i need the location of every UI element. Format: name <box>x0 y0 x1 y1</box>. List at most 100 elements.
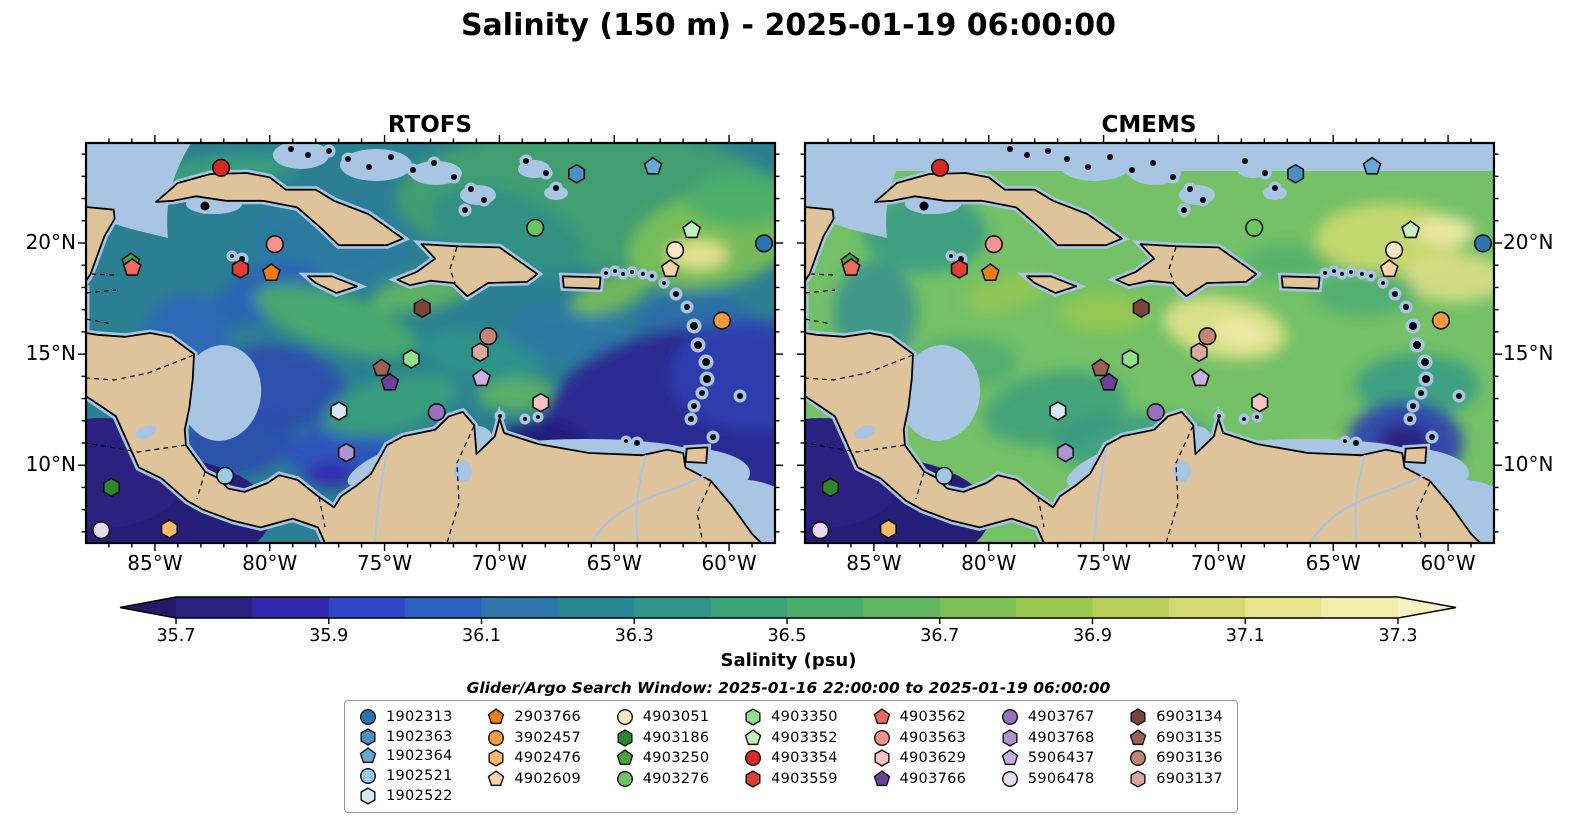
float-marker-4903051 <box>1384 241 1404 260</box>
legend-marker-4903276 <box>616 770 633 787</box>
pentagon-marker-icon <box>488 770 505 786</box>
legend-item-4903563: 4903563 <box>873 728 967 749</box>
hexagon-marker-icon <box>873 749 890 767</box>
x-tick-label-cmems: 60°W <box>1420 551 1476 575</box>
float-marker-6903137 <box>1190 342 1208 363</box>
legend-marker-6903135 <box>1129 729 1147 745</box>
legend-item-1902363: 1902363 <box>359 727 453 747</box>
legend-column: 4903350 4903352 4903354 4903559 <box>744 707 838 806</box>
float-markers-rtofs <box>92 156 774 540</box>
legend-label: 6903134 <box>1156 709 1223 726</box>
legend-item-4902609: 4902609 <box>487 769 581 790</box>
map-cmems <box>797 135 1502 551</box>
legend-item-4903559: 4903559 <box>744 769 838 790</box>
colorbar-band <box>481 597 559 618</box>
legend-marker-1902521 <box>359 768 377 785</box>
x-tick-label-rtofs: 60°W <box>701 551 757 575</box>
legend-label: 5906437 <box>1027 750 1095 767</box>
colorbar-tick-label: 37.1 <box>1225 626 1265 646</box>
float-marker-4902609 <box>660 259 680 278</box>
float-marker-4903559 <box>950 259 968 279</box>
float-marker-4902476 <box>879 519 897 539</box>
colorbar-band <box>328 597 406 618</box>
float-marker-4903051 <box>665 241 685 260</box>
hexagon-marker-icon <box>488 749 504 767</box>
legend-marker-4903563 <box>873 729 890 746</box>
colorbar-band <box>710 597 788 618</box>
legend-column: 4903051 4903186 4903250 4903276 <box>616 707 710 806</box>
legend-item-5906478: 5906478 <box>1001 769 1095 790</box>
float-marker-4903352 <box>1401 220 1421 239</box>
panel-title-rtofs: RTOFS <box>387 112 473 138</box>
legend-box: 1902313 1902363 1902364 1902521 1902522 29037… <box>344 700 1238 813</box>
circle-marker-icon <box>1001 709 1018 726</box>
pentagon-marker-icon <box>616 749 634 766</box>
legend-label: 1902313 <box>386 708 453 725</box>
legend-item-1902522: 1902522 <box>359 786 453 806</box>
legend-item-5906437: 5906437 <box>1001 748 1095 769</box>
colorbar-tick-label: 35.9 <box>309 626 349 646</box>
float-marker-4903354 <box>930 158 950 177</box>
legend-label: 4903562 <box>899 709 967 726</box>
circle-marker-icon <box>488 729 505 746</box>
float-marker-4903562 <box>122 257 142 276</box>
legend-column: 4903562 4903563 4903629 4903766 <box>873 707 967 806</box>
colorbar-band <box>252 597 330 618</box>
circle-marker-icon <box>359 708 377 725</box>
map-svg-rtofs <box>78 135 783 551</box>
float-marker-4903767 <box>427 403 446 422</box>
map-rtofs <box>78 135 783 551</box>
pentagon-marker-icon <box>1129 729 1147 745</box>
legend-marker-6903136 <box>1130 750 1147 767</box>
float-marker-6903135 <box>1091 358 1111 377</box>
float-marker-4903768 <box>337 442 356 463</box>
legend-item-4903768: 4903768 <box>1001 728 1095 749</box>
legend-marker-4903051 <box>616 709 633 726</box>
legend-label: 3902457 <box>514 729 582 746</box>
legend-marker-5906478 <box>1001 770 1018 787</box>
float-marker-1902364 <box>1362 156 1382 175</box>
float-marker-4903767 <box>1146 403 1165 422</box>
legend-marker-5906437 <box>1001 749 1019 766</box>
legend-marker-2903766 <box>488 708 505 725</box>
x-tick-label-rtofs: 85°W <box>127 551 183 575</box>
legend-item-4903766: 4903766 <box>873 769 967 790</box>
panel-title-cmems: CMEMS <box>1101 112 1197 138</box>
axis-ticks <box>78 135 783 551</box>
legend-label: 1902521 <box>386 768 453 785</box>
legend-marker-4902476 <box>488 749 504 767</box>
float-marker-4903629 <box>532 392 550 413</box>
legend-label: 1902522 <box>386 788 453 805</box>
colorbar-band <box>1245 597 1323 618</box>
float-marker-1902313 <box>754 234 774 253</box>
legend-label: 4902609 <box>514 770 582 787</box>
float-marker-1902364 <box>643 156 663 175</box>
legend-label: 6903136 <box>1156 750 1223 767</box>
float-marker-1902522 <box>1049 401 1067 421</box>
colorbar-tick-label: 36.9 <box>1073 626 1112 646</box>
figure-title: Salinity (150 m) - 2025-01-19 06:00:00 <box>460 8 1117 43</box>
float-marker-4903186 <box>102 477 121 498</box>
float-marker-4903276 <box>1245 218 1264 237</box>
legend-marker-4903354 <box>745 750 762 767</box>
legend-label: 4903563 <box>899 729 967 746</box>
float-marker-5906478 <box>811 521 830 540</box>
float-marker-3902457 <box>1431 311 1451 330</box>
hexagon-marker-icon <box>360 787 376 805</box>
legend-label: 1902363 <box>386 728 453 745</box>
legend-label: 4903629 <box>899 750 967 767</box>
float-marker-6903134 <box>413 298 431 319</box>
y-tick-label-right: 15°N <box>1503 341 1554 366</box>
legend-marker-4903768 <box>1002 729 1018 747</box>
colorbar-band <box>787 597 864 618</box>
legend-label: 4903354 <box>771 750 838 767</box>
legend-label: 1902364 <box>386 748 453 765</box>
legend-item-4903051: 4903051 <box>616 707 710 728</box>
colorbar-band <box>405 597 483 618</box>
legend-column: 2903766 3902457 4902476 4902609 <box>487 707 581 806</box>
circle-marker-icon <box>1130 750 1147 767</box>
legend-item-2903766: 2903766 <box>487 707 581 728</box>
x-tick-label-cmems: 75°W <box>1075 551 1132 575</box>
legend-column: 1902313 1902363 1902364 1902521 1902522 <box>359 707 453 806</box>
axis-ticks <box>797 135 1502 551</box>
